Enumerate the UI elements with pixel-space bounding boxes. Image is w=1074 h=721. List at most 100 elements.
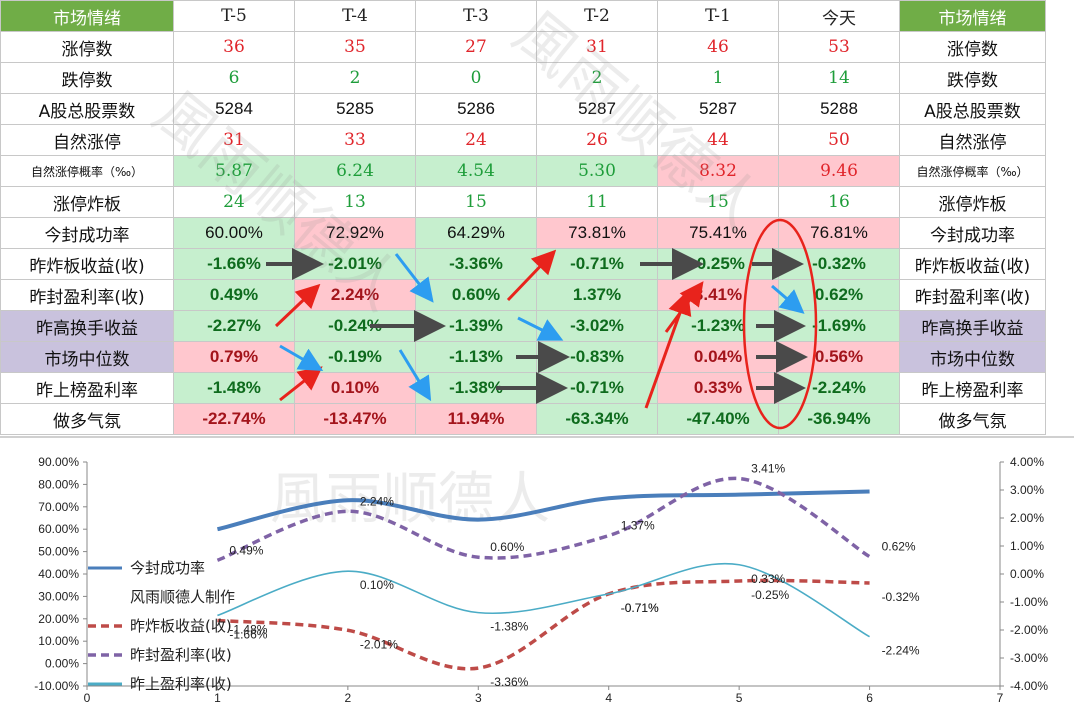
table-cell[interactable]: -1.66% (173, 248, 295, 280)
table-cell[interactable]: 31 (173, 124, 295, 156)
table-cell[interactable]: 44 (657, 124, 779, 156)
table-cell[interactable]: 50 (778, 124, 900, 156)
table-cell[interactable]: -2.24% (778, 372, 900, 404)
table-cell[interactable]: 75.41% (657, 217, 779, 249)
table-cell[interactable]: -22.74% (173, 403, 295, 435)
row-label-right[interactable]: 自然涨停 (899, 124, 1046, 156)
table-cell[interactable]: 0.04% (657, 341, 779, 373)
table-cell[interactable]: 53 (778, 31, 900, 63)
row-label-right[interactable]: 昨上榜盈利率 (899, 372, 1046, 404)
table-cell[interactable]: 11 (536, 186, 658, 218)
table-cell[interactable]: 0.60% (415, 279, 537, 311)
row-label[interactable]: 昨高换手收益 (0, 310, 174, 342)
table-cell[interactable]: -0.19% (294, 341, 416, 373)
row-label[interactable]: 做多气氛 (0, 403, 174, 435)
table-cell[interactable]: 36 (173, 31, 295, 63)
table-cell[interactable]: 3.41% (657, 279, 779, 311)
table-cell[interactable]: 11.94% (415, 403, 537, 435)
table-cell[interactable]: -1.48% (173, 372, 295, 404)
table-cell[interactable]: 15 (657, 186, 779, 218)
table-cell[interactable]: 0.33% (657, 372, 779, 404)
table-cell[interactable]: 5287 (657, 93, 779, 125)
table-cell[interactable]: 24 (173, 186, 295, 218)
row-label-right[interactable]: 自然涨停概率（‰） (899, 155, 1046, 187)
table-cell[interactable]: 46 (657, 31, 779, 63)
table-cell[interactable]: -13.47% (294, 403, 416, 435)
table-cell[interactable]: -3.36% (415, 248, 537, 280)
row-label-right[interactable]: A股总股票数 (899, 93, 1046, 125)
row-label-right[interactable]: 跌停数 (899, 62, 1046, 94)
table-cell[interactable]: 27 (415, 31, 537, 63)
table-cell[interactable]: 5286 (415, 93, 537, 125)
row-label-right[interactable]: 昨高换手收益 (899, 310, 1046, 342)
table-cell[interactable]: 4.54 (415, 155, 537, 187)
table-cell[interactable]: 2 (294, 62, 416, 94)
table-cell[interactable]: -0.24% (294, 310, 416, 342)
table-cell[interactable]: 0.79% (173, 341, 295, 373)
table-cell[interactable]: -1.38% (415, 372, 537, 404)
table-cell[interactable]: -0.25% (657, 248, 779, 280)
table-cell[interactable]: 5285 (294, 93, 416, 125)
table-cell[interactable]: -1.23% (657, 310, 779, 342)
row-label[interactable]: 涨停炸板 (0, 186, 174, 218)
table-cell[interactable]: -3.02% (536, 310, 658, 342)
header-t3[interactable]: T-3 (415, 0, 537, 32)
table-cell[interactable]: 6 (173, 62, 295, 94)
row-label-right[interactable]: 今封成功率 (899, 217, 1046, 249)
table-cell[interactable]: 35 (294, 31, 416, 63)
table-cell[interactable]: 2 (536, 62, 658, 94)
table-cell[interactable]: 8.32 (657, 155, 779, 187)
row-label[interactable]: 跌停数 (0, 62, 174, 94)
table-cell[interactable]: 31 (536, 31, 658, 63)
header-today[interactable]: 今天 (778, 0, 900, 32)
table-cell[interactable]: 5.30 (536, 155, 658, 187)
table-cell[interactable]: 1 (657, 62, 779, 94)
table-cell[interactable]: 2.24% (294, 279, 416, 311)
table-cell[interactable]: -0.32% (778, 248, 900, 280)
table-cell[interactable]: 9.46 (778, 155, 900, 187)
table-cell[interactable]: 72.92% (294, 217, 416, 249)
header-right-cell[interactable]: 市场情绪 (899, 0, 1046, 32)
table-cell[interactable]: 5287 (536, 93, 658, 125)
table-cell[interactable]: 76.81% (778, 217, 900, 249)
table-cell[interactable]: -2.01% (294, 248, 416, 280)
table-cell[interactable]: 16 (778, 186, 900, 218)
table-cell[interactable]: 5.87 (173, 155, 295, 187)
table-cell[interactable]: 33 (294, 124, 416, 156)
table-cell[interactable]: 0.56% (778, 341, 900, 373)
header-t2[interactable]: T-2 (536, 0, 658, 32)
table-cell[interactable]: 64.29% (415, 217, 537, 249)
table-cell[interactable]: 0.10% (294, 372, 416, 404)
table-cell[interactable]: 73.81% (536, 217, 658, 249)
table-cell[interactable]: -0.71% (536, 248, 658, 280)
row-label-right[interactable]: 涨停数 (899, 31, 1046, 63)
table-cell[interactable]: -1.39% (415, 310, 537, 342)
row-label[interactable]: 市场中位数 (0, 341, 174, 373)
table-cell[interactable]: 13 (294, 186, 416, 218)
table-cell[interactable]: 5284 (173, 93, 295, 125)
table-cell[interactable]: 0.49% (173, 279, 295, 311)
table-cell[interactable]: 5288 (778, 93, 900, 125)
header-left-cell[interactable]: 市场情绪 (0, 0, 174, 32)
table-cell[interactable]: -0.83% (536, 341, 658, 373)
table-cell[interactable]: -2.27% (173, 310, 295, 342)
table-cell[interactable]: 60.00% (173, 217, 295, 249)
row-label[interactable]: 涨停数 (0, 31, 174, 63)
row-label[interactable]: 自然涨停概率（‰） (0, 155, 174, 187)
table-cell[interactable]: 15 (415, 186, 537, 218)
table-cell[interactable]: 6.24 (294, 155, 416, 187)
row-label-right[interactable]: 昨炸板收益(收) (899, 248, 1046, 280)
row-label[interactable]: A股总股票数 (0, 93, 174, 125)
table-cell[interactable]: -47.40% (657, 403, 779, 435)
row-label-right[interactable]: 涨停炸板 (899, 186, 1046, 218)
row-label[interactable]: 自然涨停 (0, 124, 174, 156)
table-cell[interactable]: -1.13% (415, 341, 537, 373)
row-label-right[interactable]: 做多气氛 (899, 403, 1046, 435)
table-cell[interactable]: 26 (536, 124, 658, 156)
header-t5[interactable]: T-5 (173, 0, 295, 32)
table-cell[interactable]: 1.37% (536, 279, 658, 311)
table-cell[interactable]: 0.62% (778, 279, 900, 311)
row-label-right[interactable]: 市场中位数 (899, 341, 1046, 373)
table-cell[interactable]: -1.69% (778, 310, 900, 342)
table-cell[interactable]: 24 (415, 124, 537, 156)
